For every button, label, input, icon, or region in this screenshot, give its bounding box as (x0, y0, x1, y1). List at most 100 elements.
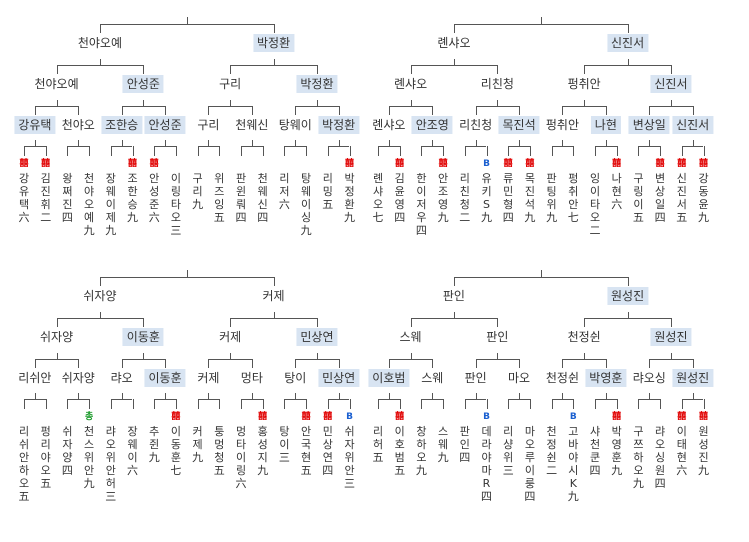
blue-b-icon: B (483, 159, 490, 169)
bracket-finalist: 박정환 (252, 34, 295, 52)
bracket-line (251, 393, 253, 399)
bracket-semifinalist: 천정쉰 (567, 330, 601, 344)
bracket-line (562, 359, 606, 360)
bracket-quarterfinalist: 천웨신 (235, 118, 269, 132)
bracket-finalist: 신진서 (606, 34, 649, 52)
bracket-line (562, 106, 564, 115)
bracket-line (475, 359, 477, 368)
bracket-line (584, 65, 671, 66)
bracket-line (540, 17, 542, 24)
bracket-line (208, 106, 210, 115)
bracket-line (78, 140, 80, 146)
green-seal-icon: 총 (84, 412, 94, 422)
bracket-line (89, 399, 91, 409)
bracket-line (241, 399, 263, 400)
bracket-line (627, 24, 629, 33)
bracket-line (443, 399, 445, 409)
bracket-line (475, 140, 477, 146)
bracket-line (251, 359, 253, 368)
bracket-line (584, 318, 671, 319)
bracket-line (67, 399, 69, 409)
red-seal-icon: 囍 (612, 412, 622, 422)
bracket-quarterfinalist: 박정환 (318, 116, 360, 134)
bracket-line (143, 65, 145, 74)
bracket-line (110, 399, 133, 400)
bracket-finalist: 천야오예 (77, 36, 123, 50)
bracket-line (605, 140, 607, 146)
red-seal-icon: 囍 (258, 412, 268, 422)
red-seal-icon: 囍 (41, 159, 51, 169)
bracket-line (464, 399, 487, 400)
bracket-line (692, 106, 694, 115)
bracket-quarterfinalist: 롄샤오 (372, 118, 406, 132)
bracket-semifinalist: 민상연 (296, 328, 338, 346)
bracket-line (638, 146, 661, 147)
bracket-line (378, 399, 379, 409)
bracket-line (110, 146, 133, 147)
bracket-line (464, 146, 487, 147)
bracket-line (99, 277, 274, 278)
bracket-line (692, 140, 694, 146)
bracket-line (540, 270, 542, 277)
bracket-line (208, 140, 210, 146)
bracket-line (399, 146, 401, 156)
bracket-semifinalist: 박정환 (296, 75, 338, 93)
bracket-line (230, 100, 232, 106)
bracket-quarterfinalist: 강유택 (14, 116, 56, 134)
bracket-line (154, 146, 176, 147)
bracket-line (638, 399, 640, 409)
bracket-line (508, 146, 530, 147)
bracket-line (349, 399, 351, 409)
bracket-semifinalist: 구리 (219, 77, 242, 91)
bracket-line (497, 353, 499, 359)
bracket-line (208, 359, 252, 360)
bracket-line (338, 106, 340, 115)
bracket-line (284, 399, 286, 409)
bracket-line (197, 399, 220, 400)
bracket-line (388, 359, 433, 360)
bracket-line (67, 399, 90, 400)
bracket-line (121, 106, 123, 115)
red-seal-icon: 囍 (612, 159, 622, 169)
bracket-line (219, 399, 221, 409)
bracket-line (703, 399, 705, 409)
bracket-line (295, 106, 339, 107)
bracket-line (327, 399, 350, 400)
bracket-line (497, 100, 499, 106)
bracket-line (670, 100, 672, 106)
bracket-quarterfinalist: 변상일 (628, 116, 670, 134)
bracket-line (692, 359, 694, 368)
bracket-line (273, 312, 275, 318)
bracket-line (584, 100, 586, 106)
bracket-line (616, 146, 618, 156)
bracket-line (273, 277, 275, 286)
bracket-line (251, 106, 253, 115)
bracket-line (410, 318, 498, 319)
bracket-line (399, 399, 401, 409)
bracket-line (508, 146, 510, 156)
blue-b-icon: B (569, 412, 577, 422)
bracket-line (595, 146, 617, 147)
bracket-line (453, 59, 455, 65)
bracket-line (262, 399, 264, 409)
bracket-line (295, 393, 297, 399)
bracket-quarterfinalist: 멍타 (240, 371, 263, 385)
bracket-line (573, 399, 575, 409)
bracket-line (186, 270, 188, 277)
bracket-line (681, 146, 704, 147)
bracket-line (165, 393, 167, 399)
bracket-line (584, 65, 586, 74)
red-seal-icon: 囍 (344, 159, 354, 169)
